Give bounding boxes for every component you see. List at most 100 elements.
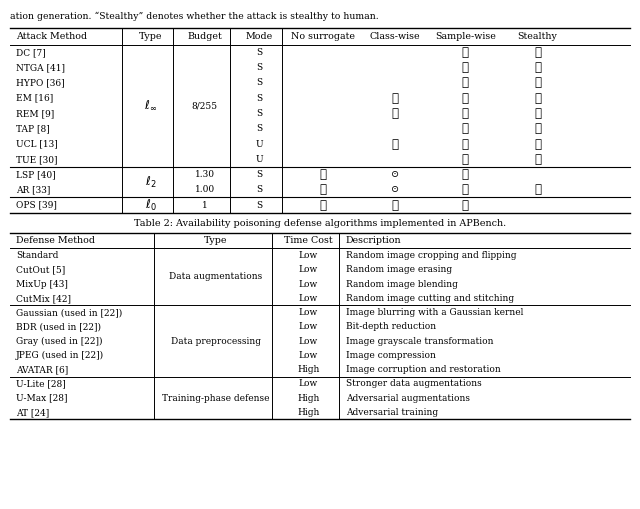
Text: Class-wise: Class-wise: [369, 32, 420, 41]
Text: Mode: Mode: [246, 32, 273, 41]
Text: U: U: [255, 139, 263, 149]
Text: Low: Low: [299, 308, 318, 317]
Text: NTGA [41]: NTGA [41]: [16, 63, 65, 72]
Text: ✓: ✓: [320, 183, 326, 196]
Text: TAP [8]: TAP [8]: [16, 124, 50, 133]
Text: Defense Method: Defense Method: [16, 236, 95, 245]
Text: Adversarial augmentations: Adversarial augmentations: [346, 393, 470, 403]
Text: ✓: ✓: [462, 183, 468, 196]
Text: LSP [40]: LSP [40]: [16, 170, 56, 179]
Text: ✓: ✓: [320, 168, 326, 181]
Text: ✓: ✓: [462, 153, 468, 166]
Text: Random image cutting and stitching: Random image cutting and stitching: [346, 294, 514, 303]
Text: UCL [13]: UCL [13]: [16, 139, 58, 149]
Text: ✓: ✓: [392, 92, 398, 105]
Text: ⊙: ⊙: [391, 185, 399, 194]
Text: $\ell_\infty$: $\ell_\infty$: [144, 99, 157, 112]
Text: MixUp [43]: MixUp [43]: [16, 279, 68, 289]
Text: ✓: ✓: [534, 61, 541, 74]
Text: Image compression: Image compression: [346, 351, 435, 360]
Text: S: S: [256, 63, 262, 72]
Text: Type: Type: [139, 32, 162, 41]
Text: ✓: ✓: [534, 92, 541, 105]
Text: REM [9]: REM [9]: [16, 109, 54, 118]
Text: ✓: ✓: [534, 153, 541, 166]
Text: S: S: [256, 48, 262, 57]
Text: CutMix [42]: CutMix [42]: [16, 294, 71, 303]
Text: ✓: ✓: [534, 183, 541, 196]
Text: Type: Type: [204, 236, 227, 245]
Text: Image corruption and restoration: Image corruption and restoration: [346, 365, 500, 374]
Text: No surrogate: No surrogate: [291, 32, 355, 41]
Text: Attack Method: Attack Method: [16, 32, 87, 41]
Text: Low: Low: [299, 251, 318, 260]
Text: AR [33]: AR [33]: [16, 185, 51, 194]
Text: Low: Low: [299, 351, 318, 360]
Text: 8/255: 8/255: [192, 101, 218, 110]
Text: Data preprocessing: Data preprocessing: [171, 336, 260, 346]
Text: ✓: ✓: [392, 107, 398, 120]
Text: ⊙: ⊙: [391, 170, 399, 179]
Text: Table 2: Availability poisoning defense algorithms implemented in APBench.: Table 2: Availability poisoning defense …: [134, 219, 506, 229]
Text: ✓: ✓: [392, 137, 398, 151]
Text: TUE [30]: TUE [30]: [16, 155, 58, 164]
Text: S: S: [256, 170, 262, 179]
Text: ✓: ✓: [462, 107, 468, 120]
Text: $\ell_0$: $\ell_0$: [145, 197, 156, 213]
Text: Data augmentations: Data augmentations: [169, 272, 262, 281]
Text: AT [24]: AT [24]: [16, 408, 49, 417]
Text: Random image blending: Random image blending: [346, 279, 458, 289]
Text: ✓: ✓: [462, 168, 468, 181]
Text: ✓: ✓: [462, 199, 468, 212]
Text: S: S: [256, 78, 262, 88]
Text: S: S: [256, 201, 262, 210]
Text: Stealthy: Stealthy: [518, 32, 557, 41]
Text: Gray (used in [22]): Gray (used in [22]): [16, 336, 102, 346]
Text: U-Lite [28]: U-Lite [28]: [16, 379, 66, 388]
Text: 1: 1: [202, 201, 207, 210]
Text: ✓: ✓: [462, 76, 468, 90]
Text: ✓: ✓: [462, 92, 468, 105]
Text: Sample-wise: Sample-wise: [435, 32, 496, 41]
Text: 1.30: 1.30: [195, 170, 215, 179]
Text: S: S: [256, 185, 262, 194]
Text: Budget: Budget: [188, 32, 222, 41]
Text: Adversarial training: Adversarial training: [346, 408, 438, 417]
Text: Low: Low: [299, 294, 318, 303]
Text: ✓: ✓: [392, 199, 398, 212]
Text: EM [16]: EM [16]: [16, 94, 53, 103]
Text: Image grayscale transformation: Image grayscale transformation: [346, 336, 493, 346]
Text: Low: Low: [299, 279, 318, 289]
Text: $\ell_2$: $\ell_2$: [145, 175, 156, 190]
Text: JPEG (used in [22]): JPEG (used in [22]): [16, 351, 104, 360]
Text: ✓: ✓: [534, 122, 541, 135]
Text: Training-phase defense: Training-phase defense: [162, 393, 269, 403]
Text: Image blurring with a Gaussian kernel: Image blurring with a Gaussian kernel: [346, 308, 523, 317]
Text: Low: Low: [299, 322, 318, 331]
Text: U: U: [255, 155, 263, 164]
Text: BDR (used in [22]): BDR (used in [22]): [16, 322, 101, 331]
Text: High: High: [298, 393, 319, 403]
Text: HYPO [36]: HYPO [36]: [16, 78, 65, 88]
Text: ✓: ✓: [534, 137, 541, 151]
Text: Bit-depth reduction: Bit-depth reduction: [346, 322, 436, 331]
Text: ✓: ✓: [462, 122, 468, 135]
Text: S: S: [256, 94, 262, 103]
Text: CutOut [5]: CutOut [5]: [16, 265, 65, 274]
Text: OPS [39]: OPS [39]: [16, 201, 57, 210]
Text: ✓: ✓: [534, 107, 541, 120]
Text: DC [7]: DC [7]: [16, 48, 45, 57]
Text: ✓: ✓: [534, 46, 541, 59]
Text: Stronger data augmentations: Stronger data augmentations: [346, 379, 481, 388]
Text: Standard: Standard: [16, 251, 58, 260]
Text: U-Max [28]: U-Max [28]: [16, 393, 67, 403]
Text: 1.00: 1.00: [195, 185, 215, 194]
Text: Description: Description: [346, 236, 401, 245]
Text: ✓: ✓: [462, 46, 468, 59]
Text: High: High: [298, 365, 319, 374]
Text: Random image cropping and flipping: Random image cropping and flipping: [346, 251, 516, 260]
Text: ✓: ✓: [462, 61, 468, 74]
Text: S: S: [256, 109, 262, 118]
Text: Time Cost: Time Cost: [284, 236, 333, 245]
Text: Random image erasing: Random image erasing: [346, 265, 452, 274]
